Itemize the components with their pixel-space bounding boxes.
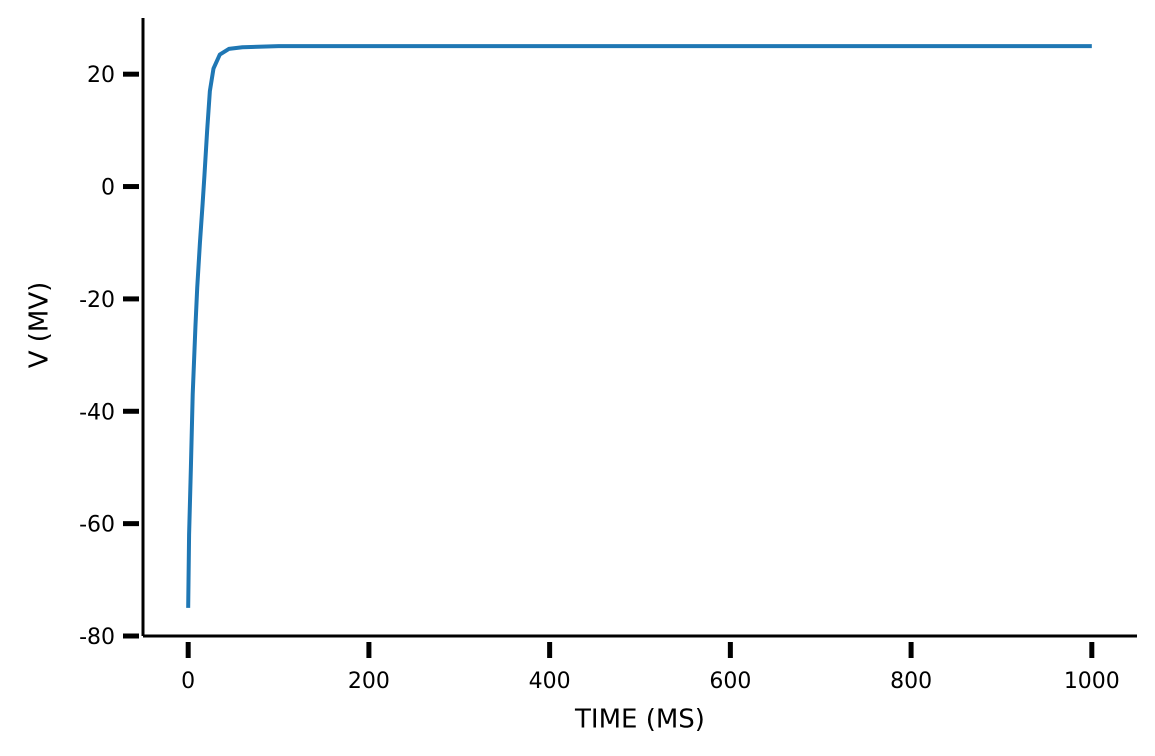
data-line — [186, 44, 1092, 608]
y-tick-label: -80 — [79, 625, 115, 650]
x-axis-label: TIME (MS) — [574, 705, 705, 735]
y-tick-label: 0 — [101, 176, 115, 201]
x-tick-label: 800 — [890, 669, 932, 694]
y-tick-label: 20 — [87, 63, 115, 88]
x-tick-label: 400 — [529, 669, 571, 694]
y-tick-label: -60 — [79, 513, 115, 538]
y-tick-label: -20 — [79, 288, 115, 313]
y-tick-label: -40 — [79, 400, 115, 425]
x-tick-label: 600 — [709, 669, 751, 694]
x-tick-label: 1000 — [1064, 669, 1120, 694]
x-tick-label: 200 — [348, 669, 390, 694]
y-axis-label: V (MV) — [25, 282, 55, 369]
x-tick-label: 0 — [181, 669, 195, 694]
